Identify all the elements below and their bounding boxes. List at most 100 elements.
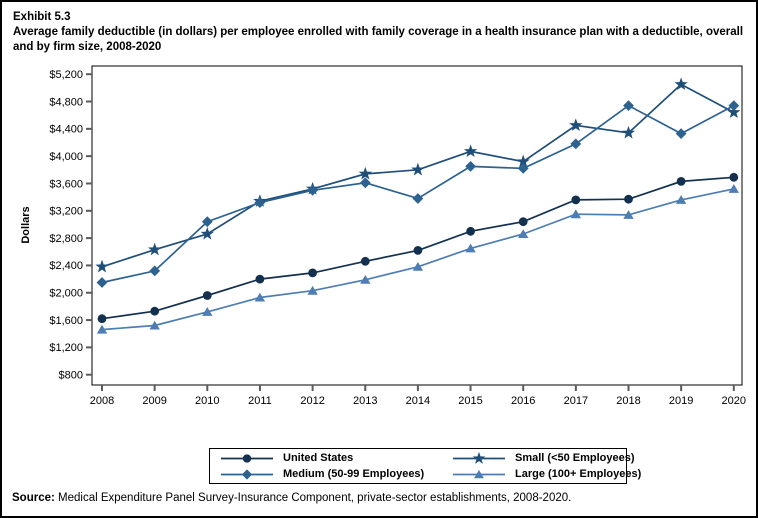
source-text: Medical Expenditure Panel Survey-Insuran… (54, 492, 572, 504)
data-point-marker (307, 184, 318, 196)
y-axis-tick-label: $5,200 (49, 69, 83, 81)
data-point-marker (150, 306, 160, 316)
data-point-marker (465, 243, 476, 253)
legend-entry: Small (<50 Employees) (452, 451, 641, 466)
chart-svg: $800 $1,200 $1,600 $2,000 $2,400 $2,800 $3,200… (20, 65, 746, 405)
x-axis-tick-label: 2018 (616, 395, 640, 405)
data-point-marker (97, 314, 107, 324)
data-point-marker (728, 184, 739, 193)
diamond-legend-marker-icon (221, 468, 273, 480)
y-axis-tick-label: $1,600 (49, 315, 83, 327)
data-point-marker (621, 125, 636, 139)
data-point-marker (676, 177, 686, 186)
data-point-marker (96, 324, 108, 334)
legend-label: Small (<50 Employees) (515, 452, 635, 464)
chart-title: Average family deductible (in dollars) p… (13, 25, 744, 54)
data-point-marker (518, 217, 528, 227)
legend-marker-shape (474, 469, 484, 478)
legend-label: Medium (50-99 Employees) (283, 468, 425, 480)
data-point-marker (413, 246, 423, 255)
data-point-marker (674, 77, 688, 91)
legend-entry: Large (100+ Employees) (452, 467, 641, 482)
data-point-marker (623, 210, 634, 219)
data-point-marker (624, 194, 633, 204)
x-axis-tick-label: 2013 (353, 395, 377, 405)
data-point-marker (202, 307, 213, 316)
y-axis-tick-label: $2,800 (49, 233, 83, 245)
y-axis-tick-label: $4,400 (49, 124, 83, 136)
y-axis-tick-label: $4,800 (49, 96, 83, 108)
data-point-marker (201, 216, 213, 228)
x-axis-tick-label: 2014 (406, 395, 430, 405)
data-point-marker (200, 227, 214, 240)
data-point-marker (412, 262, 424, 271)
x-axis-tick-label: 2012 (300, 395, 324, 405)
circle-legend-marker-icon (221, 453, 273, 463)
data-point-marker (411, 162, 425, 176)
x-axis-tick-label: 2019 (669, 395, 693, 405)
source-label: Source: (12, 492, 55, 504)
data-point-marker (308, 268, 317, 278)
data-point-marker (96, 277, 108, 288)
legend-marker-shape (472, 451, 486, 464)
data-point-marker (728, 100, 740, 111)
data-point-marker (675, 195, 687, 204)
data-point-marker (729, 172, 739, 182)
data-point-marker (149, 265, 161, 277)
data-point-marker (360, 275, 371, 284)
data-point-marker (307, 285, 318, 295)
data-point-marker (570, 138, 582, 150)
data-point-marker (516, 154, 530, 168)
data-point-marker (254, 292, 266, 302)
data-point-marker (360, 256, 370, 266)
data-point-marker (412, 193, 424, 204)
data-point-marker (255, 274, 265, 284)
data-point-marker (202, 291, 212, 300)
data-point-marker (570, 209, 581, 219)
data-point-marker (95, 259, 109, 273)
x-axis-tick-label: 2017 (564, 395, 588, 405)
x-axis-tick-label: 2008 (90, 395, 114, 405)
y-axis-tick-label: $2,000 (49, 288, 83, 300)
y-axis-tick-label: $800 (59, 370, 83, 382)
y-axis-tick-label: $1,200 (49, 342, 83, 354)
y-axis-tick-label: $4,000 (49, 151, 83, 163)
data-point-marker (569, 118, 583, 132)
legend-marker-shape (241, 468, 253, 480)
legend-marker-shape (242, 453, 252, 463)
data-point-marker (463, 144, 478, 158)
title-block: Exhibit 5.3 Average family deductible (i… (13, 10, 755, 55)
x-axis-tick-label: 2015 (458, 395, 482, 405)
data-point-marker (517, 163, 529, 174)
data-point-marker (466, 226, 475, 236)
data-point-marker (518, 229, 529, 238)
legend-label: Large (100+ Employees) (515, 468, 642, 480)
chart-legend: United States Small (<50 Employees) Medium… (209, 448, 641, 484)
x-axis-tick-label: 2020 (722, 395, 746, 405)
data-point-marker (254, 197, 266, 208)
legend-label: United States (283, 452, 354, 464)
data-point-marker (465, 161, 476, 172)
star-legend-marker-icon (453, 451, 505, 464)
series-line (101, 188, 734, 331)
x-axis-tick-label: 2010 (195, 395, 219, 405)
data-point-marker (358, 166, 372, 180)
x-axis-tick-label: 2011 (248, 395, 272, 405)
x-axis-tick-label: 2016 (511, 395, 535, 405)
y-axis-title: Dollars (20, 206, 32, 243)
y-axis-tick-label: $3,600 (49, 178, 83, 190)
data-point-marker (148, 242, 162, 256)
triangle-legend-marker-icon (453, 469, 505, 478)
data-point-marker (149, 320, 160, 330)
legend-entry: United States (220, 451, 452, 466)
y-axis-tick-label: $2,400 (49, 260, 83, 272)
exhibit-label: Exhibit 5.3 (13, 11, 71, 23)
legend-entry: Medium (50-99 Employees) (220, 467, 452, 482)
x-axis-tick-label: 2009 (142, 395, 166, 405)
data-point-marker (727, 105, 741, 119)
data-point-marker (571, 195, 581, 205)
y-axis-tick-label: $3,200 (49, 206, 83, 218)
data-point-marker (359, 177, 371, 189)
source-line: Source: Medical Expenditure Panel Survey… (12, 492, 571, 504)
